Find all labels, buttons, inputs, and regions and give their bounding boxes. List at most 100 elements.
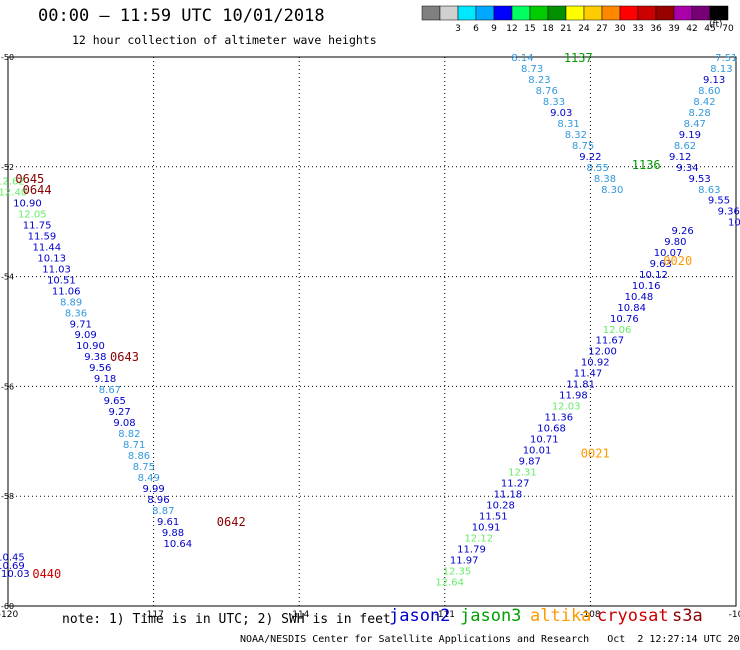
colorbar-swatch xyxy=(529,5,549,21)
colorbar-swatch xyxy=(655,5,675,21)
swh-value-label: 9.34 xyxy=(676,163,698,174)
swh-value-label: 9.55 xyxy=(708,196,730,207)
swh-value-label: 9.13 xyxy=(703,75,725,86)
swh-value-label: 10.01 xyxy=(523,446,552,457)
swh-value-label: 12.06 xyxy=(603,325,632,336)
swh-value-label: 11.06 xyxy=(52,286,81,297)
swh-value-label: 9.53 xyxy=(688,174,710,185)
footnote: note: 1) Time is in UTC; 2) SWH is in fe… xyxy=(62,612,391,627)
colorbar-swatch xyxy=(475,5,495,21)
swh-value-label: 8.60 xyxy=(698,86,720,97)
swh-value-label: 12.35 xyxy=(443,566,472,577)
swh-value-label: 11.36 xyxy=(545,413,574,424)
swh-value-label: 10.12 xyxy=(639,270,668,281)
time-label: 0642 xyxy=(217,515,246,529)
swh-value-label: 11.27 xyxy=(501,478,530,489)
swh-value-label: 8.67 xyxy=(99,385,121,396)
swh-value-label: 8.71 xyxy=(123,440,145,451)
swh-value-label: 11.51 xyxy=(479,511,508,522)
swh-value-label: 12.05 xyxy=(18,209,47,220)
swh-value-label: 11.44 xyxy=(33,242,62,253)
swh-value-label: 10.13 xyxy=(37,253,66,264)
swh-value-label: 8.47 xyxy=(684,119,706,130)
page-title: 00:00 – 11:59 UTC 10/01/2018 xyxy=(38,6,325,26)
swh-value-label: 10.92 xyxy=(581,358,610,369)
swh-value-label: 8.28 xyxy=(688,108,710,119)
colorbar-tick-label: 6 xyxy=(473,24,479,34)
swh-value-label: 9.56 xyxy=(89,363,111,374)
time-label: 0645 xyxy=(15,172,44,186)
swh-value-label: 8.63 xyxy=(698,185,720,196)
satellite-legend-jason3: jason3 xyxy=(460,606,522,626)
colorbar-tick-label: 70 xyxy=(722,24,734,34)
swh-value-label: 9.18 xyxy=(94,374,116,385)
colorbar-swatch xyxy=(547,5,567,21)
colorbar-swatch xyxy=(457,5,477,21)
swh-value-label: 11.47 xyxy=(574,369,603,380)
y-tick-label: -54 xyxy=(1,273,14,282)
swh-value-label: 8.89 xyxy=(60,297,82,308)
swh-value-label: 11.98 xyxy=(559,391,588,402)
swh-value-label: 10.76 xyxy=(610,314,639,325)
swh-value-label: 8.86 xyxy=(128,451,150,462)
satellite-legend-jason2: jason2 xyxy=(389,606,451,626)
colorbar-tick-label: 30 xyxy=(614,24,626,34)
swh-value-label: 8.87 xyxy=(152,506,174,517)
colorbar-tick-label: 18 xyxy=(542,24,554,34)
y-tick-label: -52 xyxy=(1,163,14,172)
swh-value-label: 9.80 xyxy=(664,237,686,248)
colorbar-swatch xyxy=(619,5,639,21)
swh-value-label: 9.26 xyxy=(671,226,693,237)
swh-value-label: 9.27 xyxy=(108,407,130,418)
satellite-legend-cryosat: cryosat xyxy=(597,606,669,626)
swh-value-label: 8.31 xyxy=(557,119,579,130)
swh-value-label: 11.18 xyxy=(494,489,523,500)
colorbar-swatch xyxy=(709,5,729,21)
colorbar-tick-label: 24 xyxy=(578,24,590,34)
swh-value-label: 8.32 xyxy=(565,130,587,141)
swh-value-label: 11.79 xyxy=(457,544,486,555)
swh-value-label: 10.03 xyxy=(1,569,30,580)
swh-value-label: 11.67 xyxy=(595,336,624,347)
x-tick-label: -117 xyxy=(143,610,163,620)
swh-value-label: 10.68 xyxy=(537,424,566,435)
swh-value-label: 9.36 xyxy=(718,207,740,218)
time-label: 0440 xyxy=(32,567,61,581)
colorbar-swatch xyxy=(583,5,603,21)
swh-value-label: 10.64 xyxy=(164,539,193,550)
swh-value-label: 8.82 xyxy=(118,429,140,440)
colorbar-swatch xyxy=(439,5,459,21)
swh-value-label: 9.19 xyxy=(679,130,701,141)
swh-value-label: 9.87 xyxy=(519,457,541,468)
time-label: 0020 xyxy=(663,254,692,268)
swh-value-label: 8.62 xyxy=(674,141,696,152)
x-tick-label: -10 xyxy=(729,610,740,620)
credit-line: NOAA/NESDIS Center for Satellite Applica… xyxy=(240,634,740,645)
swh-value-label: 10.91 xyxy=(472,522,501,533)
swh-value-label: 7.51 xyxy=(715,53,737,64)
colorbar-tick-label: 36 xyxy=(650,24,662,34)
swh-value-label: 12.62 xyxy=(0,177,25,188)
swh-value-label: 10.51 xyxy=(47,275,76,286)
swh-value-label: 8.96 xyxy=(147,495,169,506)
swh-value-label: 11.75 xyxy=(23,220,52,231)
swh-value-label: 12.31 xyxy=(508,467,537,478)
x-tick-label: -111 xyxy=(435,610,455,620)
swh-value-label: 8.13 xyxy=(710,64,732,75)
swh-value-label: 9.08 xyxy=(113,418,135,429)
swh-value-label: 11.59 xyxy=(28,231,57,242)
swh-value-label: 10.48 xyxy=(625,292,654,303)
swh-value-label: 9.88 xyxy=(162,528,184,539)
x-tick-label: -114 xyxy=(289,610,310,620)
swh-value-label: 12.03 xyxy=(552,402,581,413)
colorbar-swatch xyxy=(601,5,621,21)
swh-value-label: 8.14 xyxy=(511,53,533,64)
colorbar-tick-label: 15 xyxy=(524,24,535,34)
satellite-legend-s3a: s3a xyxy=(672,606,703,626)
swh-value-label: 12.00 xyxy=(588,347,617,358)
satellite-legend-altika: altika xyxy=(530,606,592,626)
swh-value-label: 9.99 xyxy=(142,484,164,495)
colorbar-swatch xyxy=(637,5,657,21)
y-tick-label: -60 xyxy=(1,602,14,611)
